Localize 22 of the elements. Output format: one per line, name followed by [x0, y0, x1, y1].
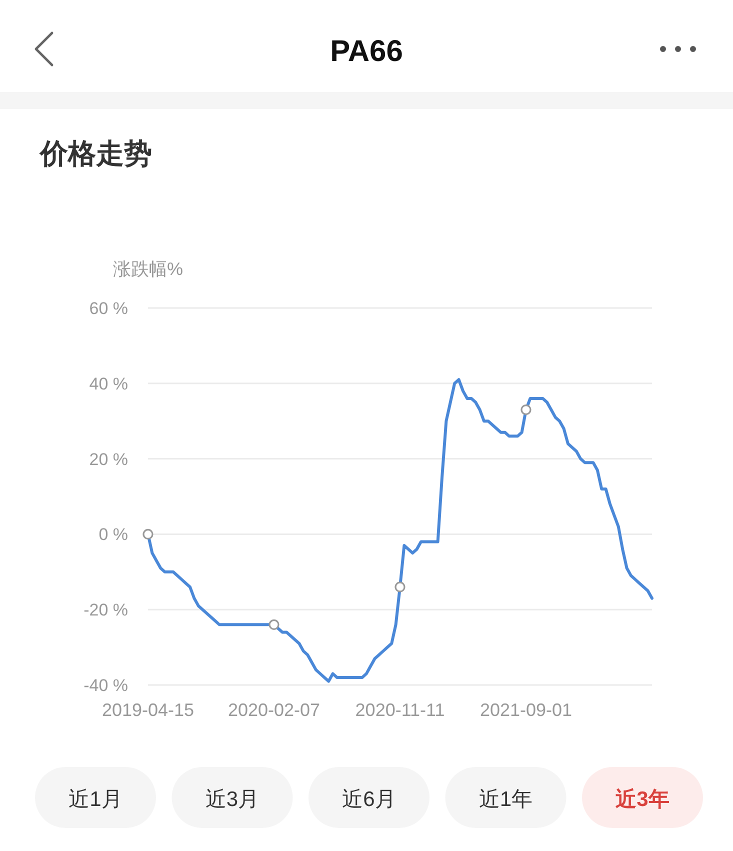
- y-tick-label: -20 %: [84, 600, 128, 620]
- y-tick-label: -40 %: [84, 676, 128, 695]
- y-tick-label: 20 %: [89, 450, 128, 469]
- text: 近1月: [68, 788, 122, 811]
- chart-subtitle: 价格走势: [39, 138, 152, 169]
- y-tick-label: 40 %: [89, 374, 128, 394]
- text: 近6月: [342, 788, 396, 811]
- y-tick-label: 0 %: [98, 525, 128, 544]
- chart-title: PA66: [330, 35, 403, 68]
- point: [268, 619, 280, 630]
- point: [394, 582, 406, 592]
- y-tick-label: 60 %: [89, 299, 128, 318]
- y-axis-title: 涨跌幅%: [112, 259, 184, 279]
- x-tick-label: 2021-09-01: [480, 700, 572, 720]
- text: 近3年: [614, 788, 670, 811]
- x-tick-label: 2020-02-07: [228, 700, 320, 720]
- x-tick-label: 2020-11-11: [355, 700, 445, 720]
- text: 近1年: [478, 788, 533, 811]
- point: [142, 528, 154, 540]
- point: [520, 404, 532, 416]
- x-tick-label: 2019-04-15: [102, 700, 194, 720]
- text: 近3月: [205, 788, 260, 811]
